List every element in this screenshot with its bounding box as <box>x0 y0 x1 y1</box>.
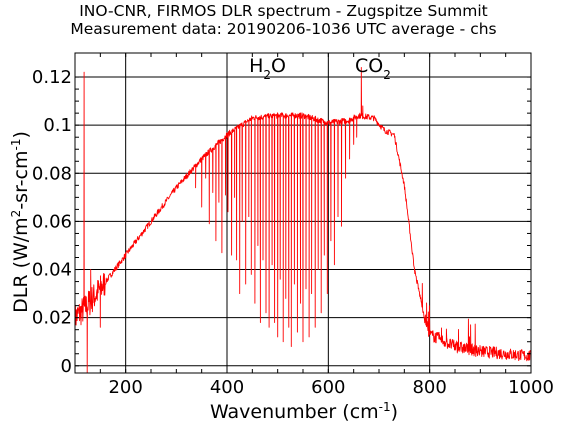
chart-title: INO-CNR, FIRMOS DLR spectrum - Zugspitze… <box>79 2 488 20</box>
y-tick-label: 0.06 <box>32 211 72 232</box>
band-annotations: H2O CO2 <box>249 55 391 82</box>
x-tick-label: 800 <box>412 377 446 398</box>
y-tick-label: 0.02 <box>32 308 72 329</box>
y-tick-label: 0.04 <box>32 260 72 281</box>
x-tick-label: 600 <box>311 377 345 398</box>
band-label: H2O <box>249 55 286 82</box>
band-label: CO2 <box>355 55 391 82</box>
y-axis-title: DLR (W/m2-sr-cm-1) <box>9 131 32 313</box>
plot-data-layer <box>74 66 532 374</box>
y-tick-label: 0 <box>61 356 72 377</box>
axis-ticks: 200 400 600 800 1000 0 0.02 0.04 0.06 0.08 0.1 0.12 <box>32 53 554 398</box>
x-tick-label: 200 <box>108 377 142 398</box>
x-tick-label: 1000 <box>508 377 554 398</box>
chart-subtitle: Measurement data: 20190206-1036 UTC aver… <box>70 20 497 38</box>
x-tick-label: 400 <box>210 377 244 398</box>
y-tick-label: 0.12 <box>32 67 72 88</box>
dlr-spectrum-line <box>74 66 532 374</box>
x-axis-title: Wavenumber (cm-1) <box>210 400 398 423</box>
y-tick-label: 0.08 <box>32 163 72 184</box>
y-tick-label: 0.1 <box>43 115 72 136</box>
